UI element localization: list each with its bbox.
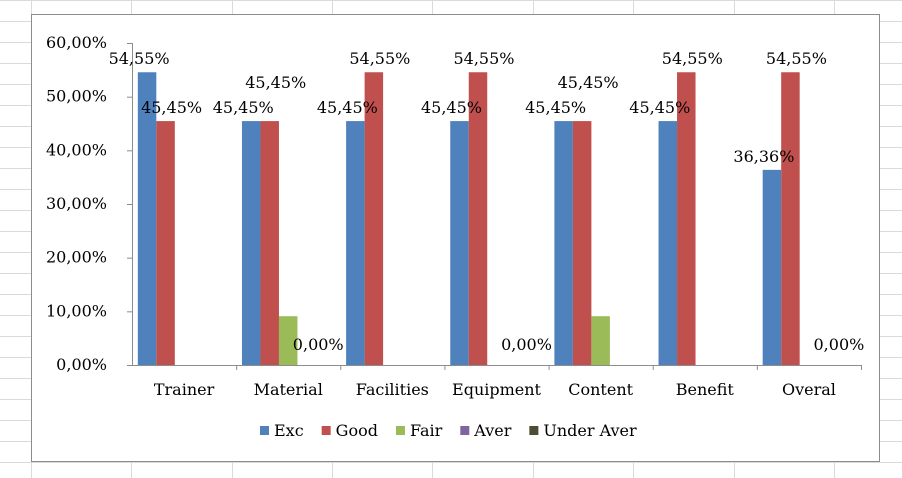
data-label: 45,45% [629, 98, 690, 117]
legend-label: Exc [274, 421, 304, 440]
bar[interactable] [364, 72, 384, 365]
y-tick-label: 10,00% [46, 301, 107, 320]
bar[interactable] [781, 72, 800, 365]
data-label: 45,45% [317, 98, 378, 117]
y-tick-label: 50,00% [46, 87, 107, 106]
data-label: 54,55% [109, 49, 170, 68]
legend-label: Fair [410, 421, 443, 440]
legend-label: Good [336, 421, 378, 440]
bar[interactable] [658, 121, 678, 366]
data-labels: 54,55% 45,45% 45,45% 45,45% 0,00% 45,45% 54,55… [109, 49, 865, 354]
category-label: Content [568, 380, 633, 399]
category-label: Benefit [676, 380, 735, 399]
bar[interactable] [278, 316, 298, 365]
category-label: Material [254, 380, 323, 399]
legend-swatch [321, 426, 331, 435]
bar[interactable] [450, 121, 469, 366]
category-label: Overal [782, 380, 836, 399]
bar[interactable] [346, 121, 365, 366]
legend-item[interactable]: Good [321, 421, 378, 440]
legend-item[interactable]: Aver [460, 421, 512, 440]
data-label: 36,36% [733, 147, 794, 166]
data-label: 0,00% [293, 335, 344, 354]
legend-swatch [395, 426, 405, 435]
y-tick-label: 40,00% [46, 140, 107, 159]
bar[interactable] [260, 121, 279, 366]
category-label: Trainer [154, 380, 215, 399]
legend-item[interactable]: Fair [395, 421, 443, 440]
data-label: 54,55% [766, 49, 827, 68]
legend-item[interactable]: Exc [260, 421, 304, 440]
category-label: Facilities [356, 380, 429, 399]
y-tick-label: 30,00% [46, 194, 107, 213]
category-labels: Trainer Material Facilities Equipment Conten… [154, 380, 836, 399]
data-label: 54,55% [453, 49, 514, 68]
bar[interactable] [554, 121, 573, 366]
data-label: 54,55% [349, 49, 410, 68]
bars [137, 72, 800, 366]
data-label: 45,45% [213, 98, 274, 117]
legend-swatch [529, 426, 539, 435]
bar[interactable] [137, 72, 157, 365]
bar[interactable] [241, 121, 261, 366]
y-tick-label: 0,00% [56, 355, 107, 374]
chart-area[interactable]: 54,55% 45,45% 45,45% 45,45% 0,00% 45,45% 54,55… [31, 14, 880, 462]
bar[interactable] [677, 72, 696, 365]
data-label: 0,00% [814, 335, 865, 354]
bar[interactable] [156, 121, 175, 366]
bar[interactable] [572, 121, 592, 366]
data-label: 45,45% [525, 98, 586, 117]
bar[interactable] [762, 169, 782, 365]
y-tick-label: 20,00% [46, 248, 107, 267]
legend[interactable]: Exc Good Fair Aver Under Aver [260, 421, 637, 440]
y-tick-label: 60,00% [46, 33, 107, 52]
data-label: 45,45% [558, 73, 619, 92]
data-label: 45,45% [245, 73, 306, 92]
axes [127, 43, 862, 370]
category-label: Equipment [452, 380, 542, 399]
y-tick-labels: 0,00% 10,00% 20,00% 30,00% 40,00% 50,00% 60,00… [46, 33, 107, 374]
data-label: 0,00% [501, 335, 552, 354]
bar[interactable] [468, 72, 488, 365]
bar[interactable] [591, 316, 610, 365]
legend-swatch [260, 426, 269, 435]
legend-label: Aver [473, 421, 511, 440]
data-label: 54,55% [662, 49, 723, 68]
legend-label: Under Aver [543, 421, 637, 440]
data-label: 45,45% [141, 98, 202, 117]
legend-item[interactable]: Under Aver [529, 421, 637, 440]
data-label: 45,45% [421, 98, 482, 117]
bar-chart: 54,55% 45,45% 45,45% 45,45% 0,00% 45,45% 54,55… [46, 33, 865, 440]
legend-swatch [460, 426, 470, 435]
